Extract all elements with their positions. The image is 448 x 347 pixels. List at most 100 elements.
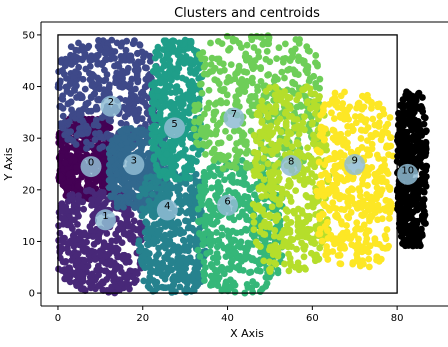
cluster-6-point bbox=[237, 179, 245, 187]
centroid-label: 0 bbox=[88, 158, 94, 169]
cluster-10-point bbox=[422, 149, 430, 157]
cluster-7-point bbox=[247, 33, 255, 40]
cluster-9-point bbox=[337, 260, 345, 268]
cluster-4-point bbox=[176, 247, 184, 255]
cluster-5-point bbox=[174, 65, 182, 72]
cluster-9-point bbox=[321, 161, 329, 168]
cluster-7-point bbox=[310, 72, 318, 80]
cluster-9-point bbox=[368, 145, 376, 153]
cluster-4-point bbox=[138, 258, 146, 266]
cluster-8-point bbox=[285, 177, 293, 184]
cluster-8-point bbox=[284, 101, 291, 109]
cluster-6-point bbox=[199, 241, 207, 249]
cluster-10-point bbox=[414, 205, 422, 213]
cluster-8-point bbox=[309, 195, 316, 203]
centroid-marker bbox=[164, 117, 186, 139]
cluster-7-point bbox=[199, 49, 207, 56]
cluster-2-point bbox=[141, 64, 149, 72]
cluster-9-point bbox=[356, 225, 364, 233]
cluster-2-point bbox=[72, 141, 80, 148]
cluster-4-point bbox=[174, 218, 182, 226]
cluster-7-point bbox=[312, 52, 320, 59]
cluster-10-point bbox=[422, 127, 430, 135]
cluster-2-point bbox=[87, 94, 95, 102]
cluster-2-points bbox=[54, 36, 164, 152]
cluster-8-point bbox=[304, 202, 312, 210]
cluster-10-point bbox=[399, 109, 407, 116]
cluster-8-point bbox=[311, 239, 319, 247]
cluster-9-point bbox=[332, 164, 340, 172]
cluster-4-point bbox=[185, 199, 193, 207]
cluster-7-point bbox=[243, 77, 251, 85]
cluster-2-point bbox=[96, 45, 104, 53]
cluster-2-point bbox=[134, 50, 141, 57]
cluster-4-point bbox=[169, 220, 176, 228]
cluster-4-point bbox=[152, 282, 160, 289]
cluster-4-point bbox=[190, 270, 198, 278]
cluster-8-point bbox=[249, 212, 257, 220]
cluster-3-point bbox=[129, 180, 137, 187]
cluster-7-point bbox=[286, 57, 294, 65]
cluster-8-point bbox=[253, 137, 260, 145]
cluster-5-point bbox=[159, 167, 167, 175]
cluster-8-point bbox=[260, 176, 268, 183]
centroid-label: 9 bbox=[352, 156, 358, 167]
cluster-9-point bbox=[383, 168, 391, 176]
cluster-5-point bbox=[154, 87, 162, 94]
cluster-8-point bbox=[304, 226, 312, 233]
cluster-8-point bbox=[292, 187, 300, 195]
cluster-3-point bbox=[125, 192, 133, 200]
cluster-8-point bbox=[260, 257, 268, 265]
cluster-4-point bbox=[143, 240, 151, 248]
cluster-8-point bbox=[272, 260, 280, 268]
cluster-10-point bbox=[414, 90, 422, 98]
cluster-2-point bbox=[84, 44, 92, 52]
cluster-7-point bbox=[224, 152, 232, 160]
cluster-9-point bbox=[337, 92, 345, 100]
cluster-8-point bbox=[261, 132, 269, 140]
cluster-7-point bbox=[248, 63, 256, 71]
cluster-7-point bbox=[196, 115, 204, 123]
cluster-1-point bbox=[113, 250, 121, 258]
cluster-9-point bbox=[376, 167, 383, 175]
cluster-9-point bbox=[374, 201, 382, 209]
cluster-2-point bbox=[67, 90, 75, 97]
cluster-4-point bbox=[150, 267, 158, 275]
cluster-9-point bbox=[367, 214, 375, 222]
cluster-2-point bbox=[79, 75, 87, 83]
cluster-7-point bbox=[289, 79, 297, 87]
cluster-4-point bbox=[143, 219, 151, 227]
cluster-4-point bbox=[188, 184, 196, 191]
cluster-1-point bbox=[96, 251, 104, 259]
cluster-9-point bbox=[345, 202, 352, 210]
cluster-6-point bbox=[274, 266, 282, 274]
centroid-1: 1 bbox=[94, 209, 116, 231]
cluster-5-point bbox=[184, 154, 192, 162]
cluster-8-point bbox=[281, 109, 289, 117]
cluster-7-point bbox=[223, 91, 231, 99]
cluster-5-point bbox=[157, 76, 164, 83]
cluster-9-point bbox=[355, 185, 363, 192]
cluster-9-point bbox=[327, 155, 335, 163]
cluster-7-point bbox=[226, 134, 233, 141]
cluster-8-point bbox=[282, 122, 290, 130]
cluster-2-point bbox=[67, 135, 75, 143]
cluster-6-point bbox=[201, 178, 209, 186]
cluster-5-point bbox=[154, 43, 162, 51]
cluster-7-point bbox=[195, 141, 202, 149]
cluster-8-point bbox=[276, 115, 284, 123]
cluster-6-point bbox=[218, 224, 226, 232]
cluster-8-point bbox=[295, 91, 303, 99]
cluster-8-point bbox=[302, 265, 309, 273]
cluster-9-point bbox=[364, 171, 372, 179]
cluster-8-point bbox=[283, 221, 291, 229]
cluster-1-point bbox=[75, 212, 82, 220]
cluster-8-point bbox=[291, 124, 298, 131]
cluster-9-point bbox=[349, 260, 357, 268]
cluster-9-point bbox=[363, 146, 371, 154]
cluster-10-point bbox=[413, 102, 421, 110]
cluster-2-point bbox=[108, 36, 116, 44]
cluster-8-point bbox=[309, 119, 316, 126]
cluster-4-point bbox=[166, 239, 174, 247]
